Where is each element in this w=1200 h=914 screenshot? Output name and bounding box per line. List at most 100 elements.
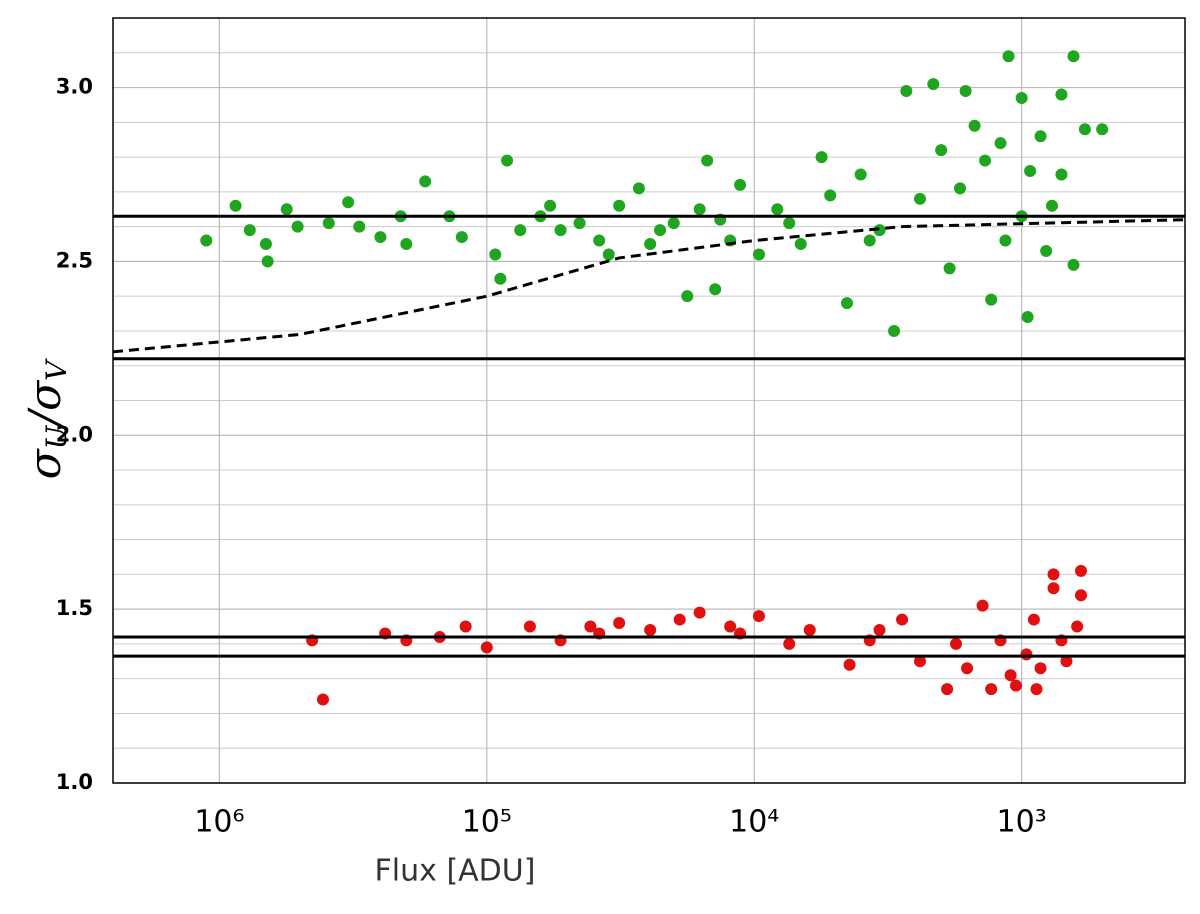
y-axis-label: σU/σV	[20, 358, 73, 480]
point	[673, 613, 686, 626]
point	[701, 154, 714, 167]
point	[316, 693, 329, 706]
point	[771, 203, 784, 216]
point	[840, 297, 853, 310]
point	[584, 620, 597, 633]
point	[259, 238, 272, 251]
x-tick-label: 10⁴	[729, 805, 779, 840]
point	[1067, 258, 1080, 271]
x-axis-label: Flux [ADU]	[375, 854, 536, 889]
point	[593, 234, 606, 247]
point	[943, 262, 956, 275]
point	[681, 290, 694, 303]
point	[1096, 123, 1109, 136]
point	[654, 224, 667, 237]
point	[783, 637, 796, 650]
point	[935, 144, 948, 157]
point	[803, 624, 816, 636]
point	[999, 234, 1012, 247]
point	[602, 248, 615, 261]
point	[752, 248, 765, 261]
point	[494, 272, 507, 285]
point	[1020, 648, 1033, 661]
point	[573, 217, 586, 230]
point	[783, 217, 796, 230]
point	[644, 238, 657, 251]
point	[1015, 91, 1028, 104]
point	[1074, 589, 1087, 602]
point	[815, 151, 828, 164]
y-tick-label: 2.0	[56, 422, 93, 446]
point	[1046, 199, 1059, 212]
y-label-part: σ	[20, 447, 71, 479]
point	[1009, 679, 1022, 692]
point	[959, 85, 972, 98]
plot-frame	[112, 17, 1186, 784]
point	[1034, 662, 1047, 675]
x-tick-label: 10⁶	[194, 805, 244, 840]
point	[544, 199, 557, 212]
point	[976, 599, 989, 612]
point	[873, 624, 886, 636]
point	[1074, 564, 1087, 577]
point	[1024, 165, 1037, 177]
y-label-part: U	[40, 424, 73, 449]
x-tick-label: 10³	[997, 805, 1047, 840]
point	[900, 85, 913, 98]
point	[455, 231, 468, 244]
point	[644, 624, 657, 636]
point	[961, 662, 974, 675]
y-label-part: V	[40, 358, 73, 381]
point	[873, 224, 886, 237]
point	[554, 224, 567, 237]
point	[261, 255, 274, 268]
point	[950, 637, 963, 650]
point	[693, 606, 706, 619]
point	[752, 610, 765, 623]
point	[734, 178, 747, 191]
y-tick-label: 1.0	[56, 770, 93, 794]
point	[374, 231, 387, 244]
point	[927, 78, 940, 91]
model-curve	[112, 218, 1186, 354]
point	[523, 620, 536, 633]
point	[1047, 582, 1060, 595]
point	[667, 217, 680, 230]
y-tick-label: 3.0	[56, 75, 93, 99]
point	[854, 168, 867, 181]
point	[941, 683, 954, 696]
point	[985, 293, 998, 306]
point	[1060, 655, 1073, 668]
point	[913, 192, 926, 205]
point	[1067, 50, 1080, 63]
y-tick-label: 1.5	[56, 596, 93, 620]
point	[994, 137, 1007, 150]
point	[954, 182, 967, 195]
point	[1004, 669, 1017, 682]
point	[863, 234, 876, 247]
point	[322, 217, 335, 230]
point	[480, 641, 493, 654]
point	[243, 224, 256, 237]
y-tick-label: 2.5	[56, 248, 93, 272]
point	[896, 613, 909, 626]
point	[1055, 88, 1068, 101]
point	[280, 203, 293, 216]
point	[632, 182, 645, 195]
point	[342, 196, 355, 209]
point	[459, 620, 472, 633]
point	[724, 620, 737, 633]
point	[1078, 123, 1091, 136]
point	[1071, 620, 1084, 633]
point	[985, 683, 998, 696]
point	[419, 175, 432, 188]
point	[709, 283, 722, 296]
point	[200, 234, 213, 247]
point	[1034, 130, 1047, 143]
point	[613, 199, 626, 212]
point	[514, 224, 527, 237]
point	[1027, 613, 1040, 626]
point	[824, 189, 837, 202]
point	[400, 238, 413, 251]
point	[489, 248, 502, 261]
